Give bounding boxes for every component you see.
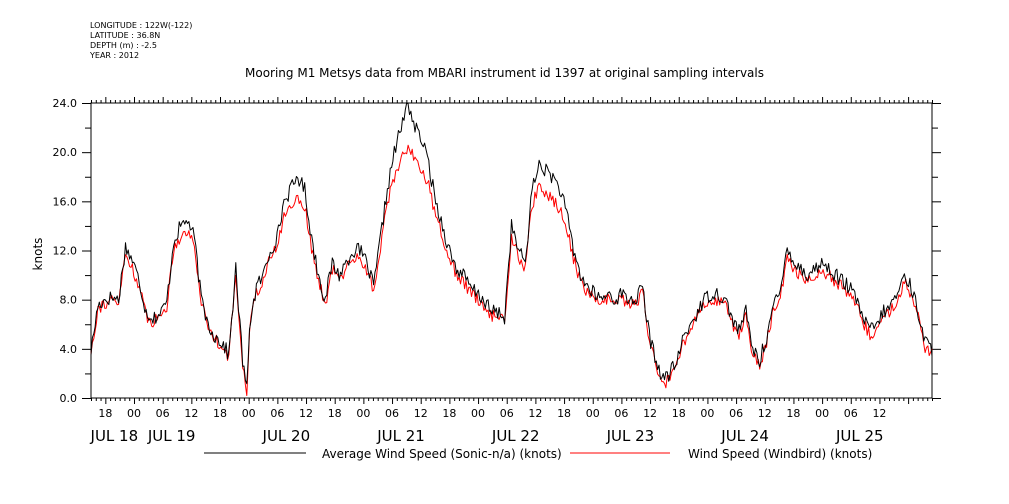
x-hour-label: 18 — [557, 407, 571, 420]
series-line-windbird — [90, 144, 933, 396]
y-axis: 0.0 4.0 8.0 12.0 16.0 20.0 24.0 — [53, 97, 941, 405]
x-hour-label: 12 — [528, 407, 542, 420]
x-hour-label: 18 — [328, 407, 342, 420]
x-day-label: JUL 22 — [491, 427, 540, 445]
x-hour-label: 00 — [356, 407, 370, 420]
x-day-label: JUL 18 — [90, 427, 139, 445]
series-lines — [90, 102, 933, 396]
latitude-label: LATITUDE : 36.8N — [90, 31, 161, 40]
legend: Average Wind Speed (Sonic-n/a) (knots) W… — [204, 447, 872, 461]
x-hour-label: 00 — [127, 407, 141, 420]
depth-label: DEPTH (m) : -2.5 — [90, 41, 157, 50]
x-day-label: JUL 20 — [262, 427, 311, 445]
y-tick-label: 16.0 — [53, 195, 78, 208]
x-hour-label: 06 — [156, 407, 170, 420]
x-day-label: JUL 24 — [720, 427, 769, 445]
y-axis-label: knots — [31, 238, 45, 271]
x-hour-label: 06 — [614, 407, 628, 420]
x-hour-label: 06 — [500, 407, 514, 420]
x-hour-label: 06 — [385, 407, 399, 420]
longitude-label: LONGITUDE : 122W(-122) — [90, 21, 193, 30]
y-tick-label: 0.0 — [60, 392, 78, 405]
legend-label-average-wind: Average Wind Speed (Sonic-n/a) (knots) — [322, 447, 562, 461]
y-tick-label: 4.0 — [60, 343, 78, 356]
x-day-label: JUL 21 — [376, 427, 425, 445]
x-hour-label: 00 — [586, 407, 600, 420]
x-hour-label: 18 — [786, 407, 800, 420]
y-tick-label: 20.0 — [53, 146, 78, 159]
series-line-average-wind — [90, 102, 933, 385]
year-label: YEAR : 2012 — [90, 51, 140, 60]
y-tick-label: 24.0 — [53, 97, 78, 110]
x-hour-label: 12 — [872, 407, 886, 420]
x-hour-label: 00 — [471, 407, 485, 420]
mooring-metadata: LONGITUDE : 122W(-122) LATITUDE : 36.8N … — [90, 21, 192, 61]
legend-label-windbird: Wind Speed (Windbird) (knots) — [688, 447, 872, 461]
x-hour-label: 18 — [98, 407, 112, 420]
x-hour-label: 12 — [184, 407, 198, 420]
x-hour-label: 00 — [242, 407, 256, 420]
x-day-label: JUL 23 — [606, 427, 655, 445]
x-hour-label: 18 — [442, 407, 456, 420]
x-hour-label: 12 — [758, 407, 772, 420]
x-hour-label: 06 — [270, 407, 284, 420]
plot-frame — [90, 97, 933, 404]
x-axis: 18 00 06 12 18 00 06 12 18 00 06 12 18 00 06 12 18 00 06 12… — [90, 407, 887, 445]
y-tick-label: 8.0 — [60, 294, 78, 307]
x-day-label: JUL 25 — [835, 427, 884, 445]
x-hour-label: 06 — [729, 407, 743, 420]
x-hour-label: 06 — [844, 407, 858, 420]
chart-title: Mooring M1 Metsys data from MBARI instru… — [245, 66, 764, 80]
x-hour-label: 12 — [299, 407, 313, 420]
x-hour-label: 00 — [700, 407, 714, 420]
x-hour-label: 12 — [414, 407, 428, 420]
y-tick-label: 12.0 — [53, 245, 78, 258]
x-day-label: JUL 19 — [147, 427, 196, 445]
x-hour-label: 18 — [213, 407, 227, 420]
x-hour-label: 00 — [815, 407, 829, 420]
plot-border — [90, 102, 933, 399]
x-hour-label: 18 — [672, 407, 686, 420]
x-hour-label: 12 — [643, 407, 657, 420]
